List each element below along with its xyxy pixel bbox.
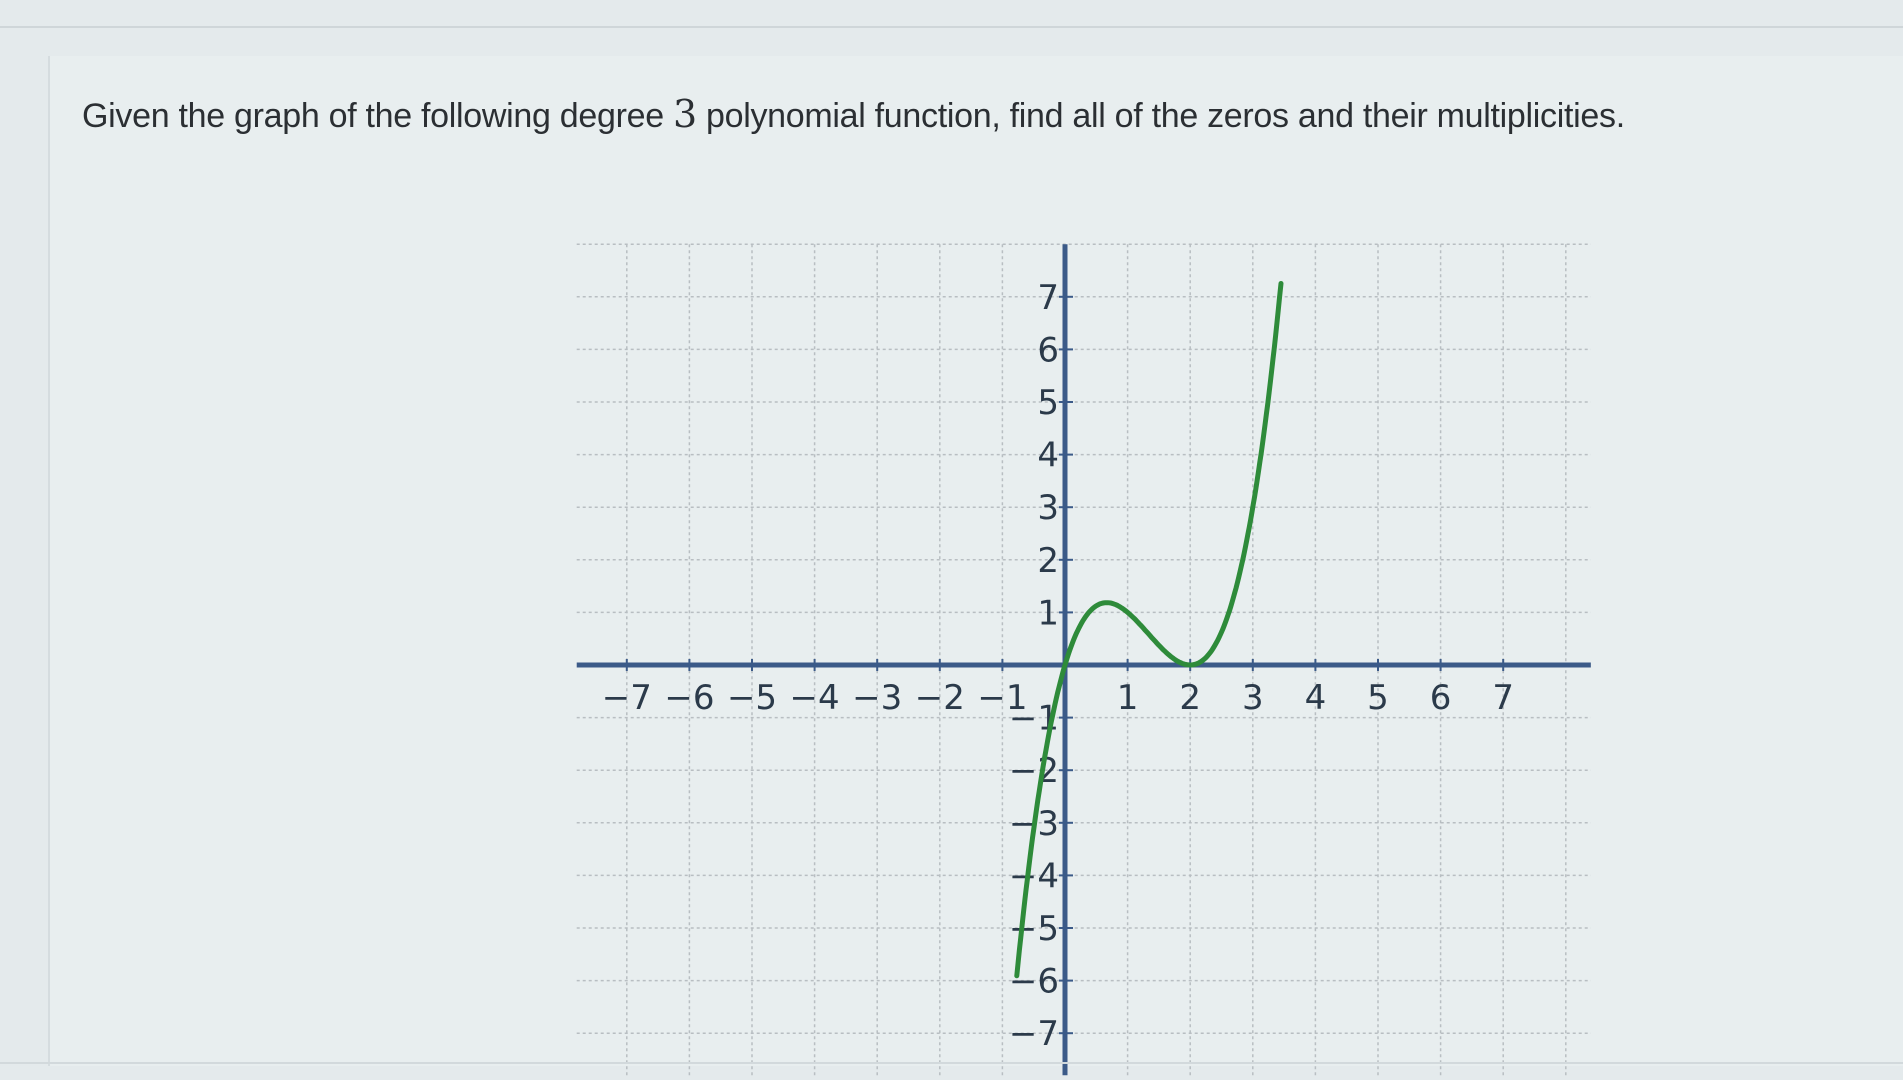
x-tick-label: 4 — [1305, 678, 1327, 718]
top-divider — [0, 26, 1903, 28]
y-tick-label: 1 — [1037, 593, 1059, 633]
x-tick-label: −5 — [727, 678, 777, 718]
x-tick-label: 6 — [1430, 678, 1452, 718]
y-tick-label: 7 — [1037, 278, 1059, 318]
y-tick-label: 6 — [1037, 330, 1059, 370]
y-tick-label: 5 — [1037, 383, 1059, 423]
bottom-divider — [0, 1062, 1903, 1064]
x-tick-label: 5 — [1367, 678, 1389, 718]
degree-value: 3 — [672, 92, 697, 136]
y-tick-label: 2 — [1037, 541, 1059, 581]
y-tick-label: 4 — [1037, 436, 1059, 476]
x-tick-label: 1 — [1117, 678, 1139, 718]
x-tick-label: −6 — [664, 678, 714, 718]
x-tick-label: 2 — [1179, 678, 1201, 718]
polynomial-curve — [1014, 281, 1284, 979]
question-text: Given the graph of the following degree … — [82, 92, 1625, 136]
x-tick-label: 3 — [1242, 678, 1264, 718]
y-tick-label: −2 — [1009, 751, 1059, 791]
question-panel — [48, 56, 1903, 1066]
x-tick-label: −3 — [852, 678, 902, 718]
x-tick-label: −1 — [977, 678, 1027, 718]
x-tick-label: −2 — [915, 678, 965, 718]
y-tick-label: −4 — [1009, 856, 1059, 896]
y-tick-label: 3 — [1037, 488, 1059, 528]
y-tick-label: −5 — [1009, 909, 1059, 949]
question-prefix: Given the graph of the following degree — [82, 97, 673, 135]
y-tick-label: −7 — [1009, 1014, 1059, 1054]
question-suffix: polynomial function, find all of the zer… — [696, 97, 1625, 135]
x-tick-label: 7 — [1492, 678, 1514, 718]
x-tick-label: −7 — [602, 678, 652, 718]
x-tick-label: −4 — [790, 678, 840, 718]
